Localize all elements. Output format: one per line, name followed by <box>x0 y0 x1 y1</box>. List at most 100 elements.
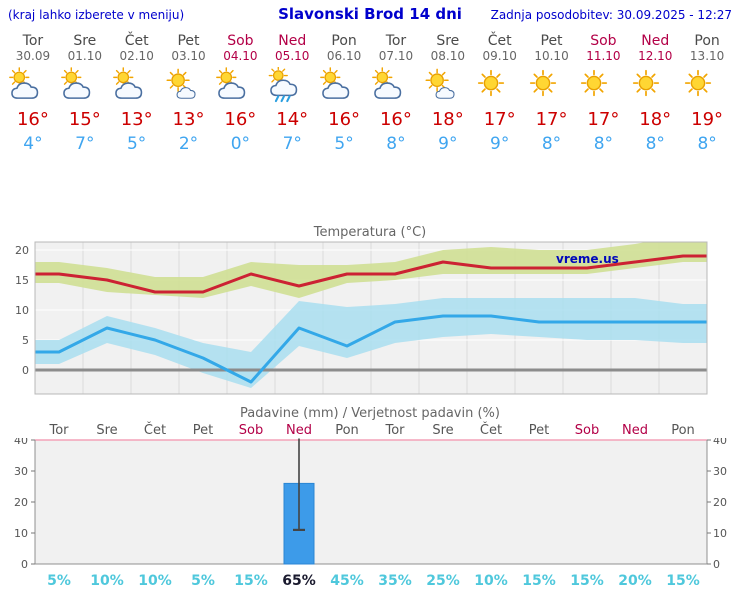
high-temp: 16° <box>16 109 49 130</box>
day-column[interactable]: Čet 09.10 17° 9° <box>474 33 526 155</box>
day-date: 04.10 <box>223 49 258 63</box>
day-column[interactable]: Tor 07.10 16° 8° <box>370 33 422 155</box>
cloud-sun-weather-icon <box>214 67 266 107</box>
low-temp: 0° <box>230 134 251 154</box>
day-date: 11.10 <box>586 49 621 63</box>
day-name: Sre <box>73 33 97 49</box>
precip-probability: 15% <box>234 573 268 589</box>
high-temp: 15° <box>68 109 101 130</box>
last-updated: Zadnja posodobitev: 30.09.2025 - 12:27 <box>490 8 733 22</box>
precip-y-tick-label-left: 10 <box>14 527 28 540</box>
high-temp: 16° <box>379 109 412 130</box>
day-name: Pet <box>540 33 563 49</box>
sun-cloud-weather-icon <box>422 67 474 107</box>
precip-plot-bg <box>35 440 707 564</box>
precip-y-tick-label-right: 0 <box>713 558 720 571</box>
precip-probability: 5% <box>191 573 215 589</box>
precip-day-label: Pet <box>192 423 214 438</box>
day-column[interactable]: Pet 03.10 13° 2° <box>163 33 215 155</box>
precip-day-label: Pet <box>528 423 550 438</box>
high-temp: 16° <box>224 109 257 130</box>
low-temp: 4° <box>23 134 43 154</box>
day-date: 02.10 <box>119 49 154 63</box>
page-header: (kraj lahko izberete v meniju) Slavonski… <box>0 0 740 23</box>
high-temp: 16° <box>328 109 361 130</box>
day-column[interactable]: Pon 13.10 19° 8° <box>681 33 733 155</box>
high-temp: 18° <box>639 109 672 130</box>
day-name: Sob <box>590 33 617 49</box>
precip-day-label: Čet <box>479 423 503 438</box>
precip-day-label: Tor <box>385 423 405 438</box>
day-date: 07.10 <box>378 49 414 63</box>
precip-probability: 5% <box>47 573 71 589</box>
day-date: 08.10 <box>430 49 465 63</box>
day-column[interactable]: Pon 06.10 16° 5° <box>318 33 370 155</box>
day-column[interactable]: Pet 10.10 17° 8° <box>526 33 578 155</box>
day-name: Sre <box>436 33 460 49</box>
low-temp: 8° <box>386 134 406 154</box>
low-temp: 5° <box>126 134 147 154</box>
sun-weather-icon <box>577 67 629 107</box>
day-date: 30.09 <box>15 49 51 63</box>
high-temp: 13° <box>120 109 153 130</box>
day-name: Tor <box>385 33 407 49</box>
low-temp: 5° <box>334 134 354 154</box>
day-name: Tor <box>22 33 44 49</box>
day-date: 12.10 <box>638 49 673 63</box>
precip-day-label: Tor <box>49 423 69 438</box>
day-name: Ned <box>278 33 307 49</box>
precip-day-label: Sre <box>96 423 118 438</box>
watermark-link[interactable]: vreme.us <box>556 252 619 266</box>
day-column[interactable]: Čet 02.10 13° 5° <box>111 33 163 155</box>
precip-probability: 10% <box>138 573 172 589</box>
precip-day-label: Pon <box>335 423 359 438</box>
max-temp-band <box>35 242 707 298</box>
day-name: Sob <box>227 33 254 49</box>
temperature-chart: 0 5 10 15 20 vreme.us <box>15 241 708 395</box>
high-temp: 17° <box>535 109 568 130</box>
day-name: Ned <box>641 33 670 49</box>
rain-weather-icon <box>266 67 318 107</box>
high-temp: 17° <box>587 109 620 130</box>
sun-weather-icon <box>629 67 681 107</box>
low-temp: 7° <box>75 134 95 154</box>
precip-day-label: Ned <box>286 423 312 438</box>
high-temp: 17° <box>483 109 516 130</box>
day-column[interactable]: Ned 12.10 18° 8° <box>629 33 681 155</box>
temp-y-tick-label: 15 <box>15 274 29 287</box>
day-column[interactable]: Sre 08.10 18° 9° <box>422 33 474 155</box>
day-date: 06.10 <box>326 49 362 63</box>
precip-y-tick-label-right: 30 <box>713 465 727 478</box>
temp-y-tick-label: 10 <box>15 304 29 317</box>
precip-y-tick-label-right: 40 <box>713 438 727 447</box>
high-temp: 19° <box>691 109 724 130</box>
precipitation-chart-title: Padavine (mm) / Verjetnost padavin (%) <box>240 406 500 421</box>
high-temp: 14° <box>276 109 309 130</box>
low-temp: 9° <box>438 134 458 154</box>
cloud-sun-weather-icon <box>318 67 370 107</box>
precip-probability: 45% <box>330 573 364 589</box>
day-date: 01.10 <box>67 49 102 63</box>
cloud-sun-weather-icon <box>370 67 422 107</box>
sun-weather-icon <box>526 67 578 107</box>
day-date: 10.10 <box>534 49 569 63</box>
precip-y-tick-label-left: 40 <box>14 438 28 447</box>
temperature-chart-title: Temperatura (°C) <box>313 225 427 240</box>
menu-hint[interactable]: (kraj lahko izberete v meniju) <box>8 8 185 22</box>
day-column[interactable]: Sob 11.10 17° 8° <box>577 33 629 155</box>
low-temp: 8° <box>697 134 717 154</box>
sun-weather-icon <box>474 67 526 107</box>
low-temp: 2° <box>178 134 199 154</box>
precip-probability: 15% <box>570 573 604 589</box>
high-temp: 13° <box>172 109 205 130</box>
temp-y-tick-label: 20 <box>15 244 29 257</box>
day-column[interactable]: Sre 01.10 15° 7° <box>59 33 111 155</box>
day-column[interactable]: Tor 30.09 16° 4° <box>7 33 59 155</box>
cloud-sun-weather-icon <box>111 67 163 107</box>
precip-probability: 15% <box>522 573 556 589</box>
precip-probability: 10% <box>474 573 508 589</box>
day-name: Čet <box>487 33 512 49</box>
day-column[interactable]: Sob 04.10 16° 0° <box>214 33 266 155</box>
day-column[interactable]: Ned 05.10 14° 7° <box>266 33 318 155</box>
